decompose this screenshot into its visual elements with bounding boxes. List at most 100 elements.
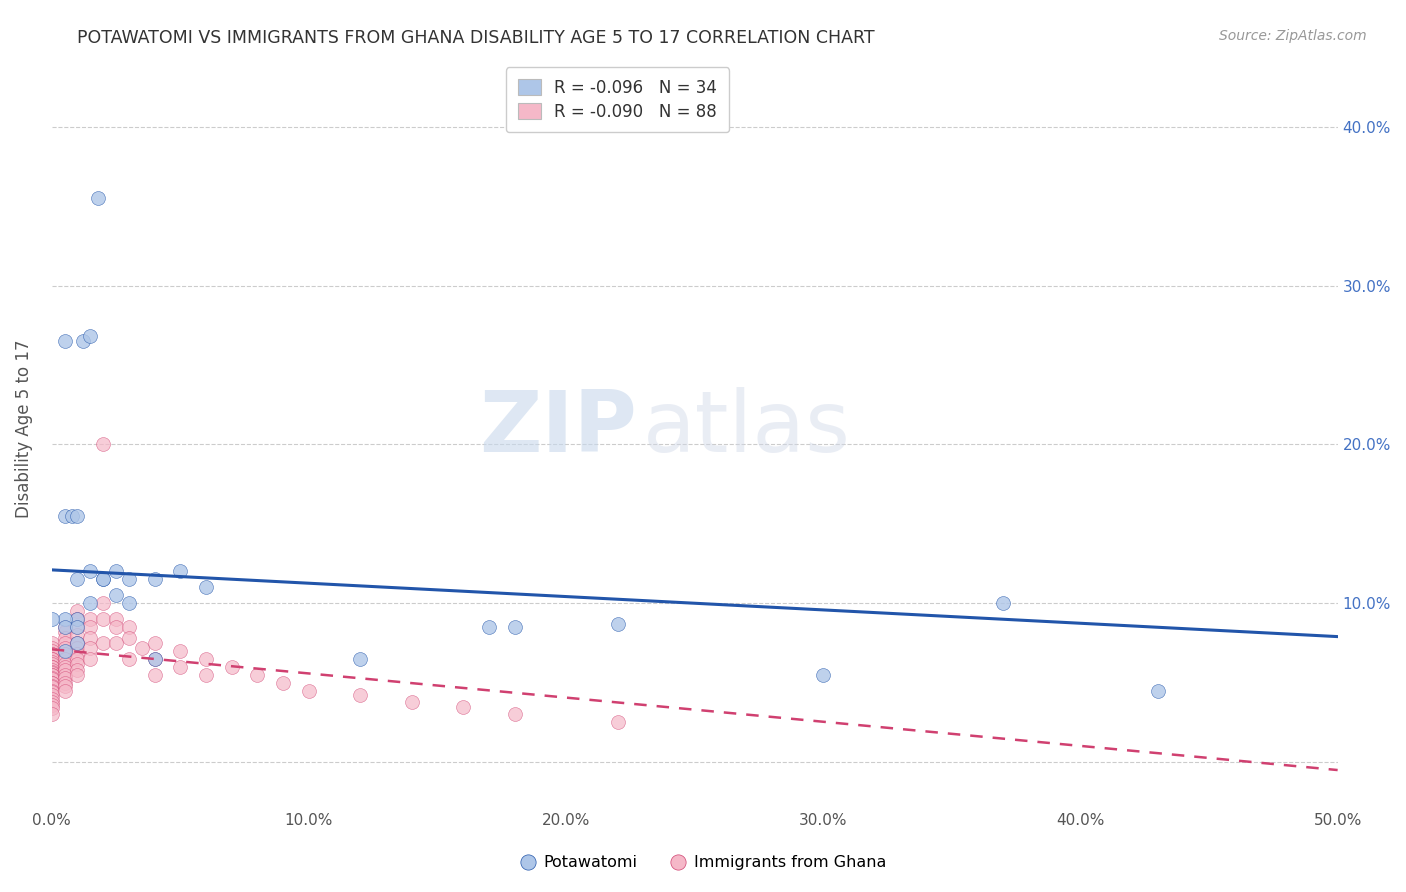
Point [105,620,128,634]
Point [105,588,128,602]
Point [72,334,94,348]
Point [66,620,89,634]
Point [169,660,191,674]
Point [66,573,89,587]
Point [91,596,114,610]
Point [143,667,166,681]
Point [41,657,63,671]
Point [53,683,76,698]
Point [53,612,76,626]
Point [41,681,63,695]
Point [131,640,153,655]
Point [41,663,63,677]
Point [41,675,63,690]
Text: ZIP: ZIP [479,387,637,470]
Point [606,715,628,730]
Point [1146,683,1168,698]
Text: Source: ZipAtlas.com: Source: ZipAtlas.com [1219,29,1367,44]
Point [53,667,76,681]
Point [195,652,218,666]
Point [41,667,63,681]
Point [221,660,243,674]
Point [503,620,526,634]
Point [91,612,114,626]
Point [451,699,474,714]
Point [66,647,89,661]
Point [195,580,218,594]
Point [401,695,423,709]
Point [53,334,76,348]
Point [41,667,63,681]
Point [41,683,63,698]
Point [169,565,191,579]
Point [349,689,371,703]
Point [41,666,63,681]
Point [993,596,1015,610]
Point [66,663,89,677]
Point [91,437,114,451]
Point [66,640,89,655]
Point [143,652,166,666]
Point [41,691,63,706]
Point [105,636,128,650]
Point [79,612,101,626]
Point [66,612,89,626]
Point [41,655,63,669]
Point [41,665,63,679]
Point [53,663,76,677]
Point [143,652,166,666]
Point [41,707,63,722]
Point [41,636,63,650]
Point [606,616,628,631]
Point [41,612,63,626]
Point [66,636,89,650]
Point [79,620,101,634]
Point [79,652,101,666]
Point [143,636,166,650]
Point [41,644,63,658]
Point [91,636,114,650]
Point [41,671,63,685]
Point [143,573,166,587]
Point [41,652,63,666]
Point [41,640,63,655]
Point [298,683,321,698]
Point [118,620,141,634]
Point [79,565,101,579]
Text: POTAWATOMI VS IMMIGRANTS FROM GHANA DISABILITY AGE 5 TO 17 CORRELATION CHART: POTAWATOMI VS IMMIGRANTS FROM GHANA DISA… [77,29,875,47]
Point [53,660,76,674]
Point [66,628,89,642]
Point [478,620,501,634]
Point [41,698,63,712]
Point [41,660,63,674]
Point [87,191,110,205]
Point [66,620,89,634]
Point [53,647,76,661]
Point [503,707,526,722]
Point [66,636,89,650]
Point [41,673,63,687]
Point [169,644,191,658]
Point [91,573,114,587]
Legend: R = -0.096   N = 34, R = -0.090   N = 88: R = -0.096 N = 34, R = -0.090 N = 88 [506,67,728,132]
Point [79,329,101,343]
Point [41,679,63,693]
Y-axis label: Disability Age 5 to 17: Disability Age 5 to 17 [15,339,32,517]
Point [66,667,89,681]
Point [53,644,76,658]
Point [271,675,294,690]
Point [53,671,76,685]
Point [118,573,141,587]
Point [53,657,76,671]
Point [53,675,76,690]
Point [41,647,63,661]
Point [53,631,76,645]
Point [41,652,63,666]
Point [53,679,76,693]
Point [53,640,76,655]
Point [91,573,114,587]
Point [79,631,101,645]
Point [79,596,101,610]
Point [105,612,128,626]
Point [246,667,269,681]
